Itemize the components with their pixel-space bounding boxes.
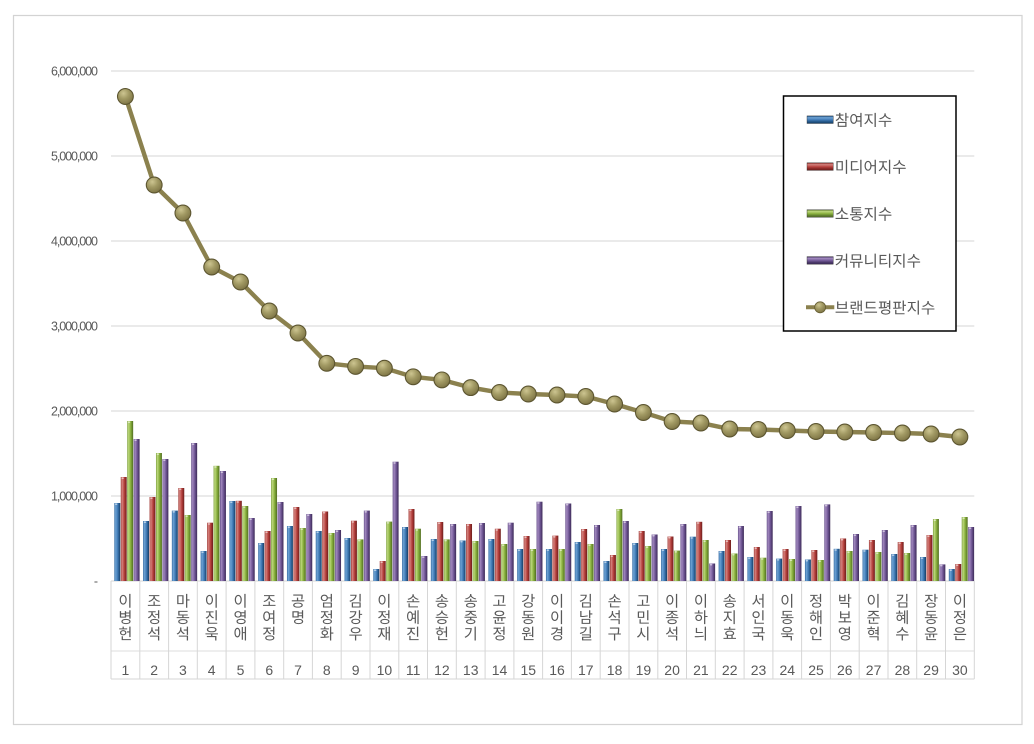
svg-text:29: 29 bbox=[923, 662, 939, 678]
svg-text:3: 3 bbox=[179, 662, 187, 678]
svg-text:21: 21 bbox=[693, 662, 709, 678]
svg-text:1,000,000: 1,000,000 bbox=[51, 489, 98, 503]
svg-text:26: 26 bbox=[837, 662, 853, 678]
svg-text:6: 6 bbox=[265, 662, 273, 678]
svg-text:4: 4 bbox=[208, 662, 216, 678]
svg-text:24: 24 bbox=[780, 662, 796, 678]
svg-text:5: 5 bbox=[237, 662, 245, 678]
svg-text:12: 12 bbox=[434, 662, 450, 678]
svg-text:3,000,000: 3,000,000 bbox=[51, 319, 98, 333]
svg-text:4,000,000: 4,000,000 bbox=[51, 234, 98, 248]
svg-text:1: 1 bbox=[122, 662, 130, 678]
svg-text:20: 20 bbox=[664, 662, 680, 678]
svg-text:2,000,000: 2,000,000 bbox=[51, 404, 98, 418]
svg-text:14: 14 bbox=[492, 662, 508, 678]
svg-text:27: 27 bbox=[866, 662, 882, 678]
svg-text:16: 16 bbox=[549, 662, 565, 678]
svg-text:25: 25 bbox=[808, 662, 824, 678]
svg-text:5,000,000: 5,000,000 bbox=[51, 149, 98, 163]
svg-text:2: 2 bbox=[150, 662, 158, 678]
svg-text:18: 18 bbox=[607, 662, 623, 678]
svg-text:17: 17 bbox=[578, 662, 594, 678]
svg-text:11: 11 bbox=[406, 662, 421, 678]
svg-text:6,000,000: 6,000,000 bbox=[51, 64, 98, 78]
svg-text:10: 10 bbox=[377, 662, 393, 678]
svg-text:-: - bbox=[94, 574, 98, 588]
svg-text:7: 7 bbox=[294, 662, 302, 678]
svg-text:13: 13 bbox=[463, 662, 479, 678]
svg-text:8: 8 bbox=[323, 662, 331, 678]
svg-text:30: 30 bbox=[952, 662, 968, 678]
svg-text:28: 28 bbox=[895, 662, 911, 678]
svg-text:22: 22 bbox=[722, 662, 738, 678]
svg-text:15: 15 bbox=[521, 662, 537, 678]
svg-text:19: 19 bbox=[636, 662, 652, 678]
svg-text:9: 9 bbox=[352, 662, 360, 678]
svg-text:23: 23 bbox=[751, 662, 767, 678]
